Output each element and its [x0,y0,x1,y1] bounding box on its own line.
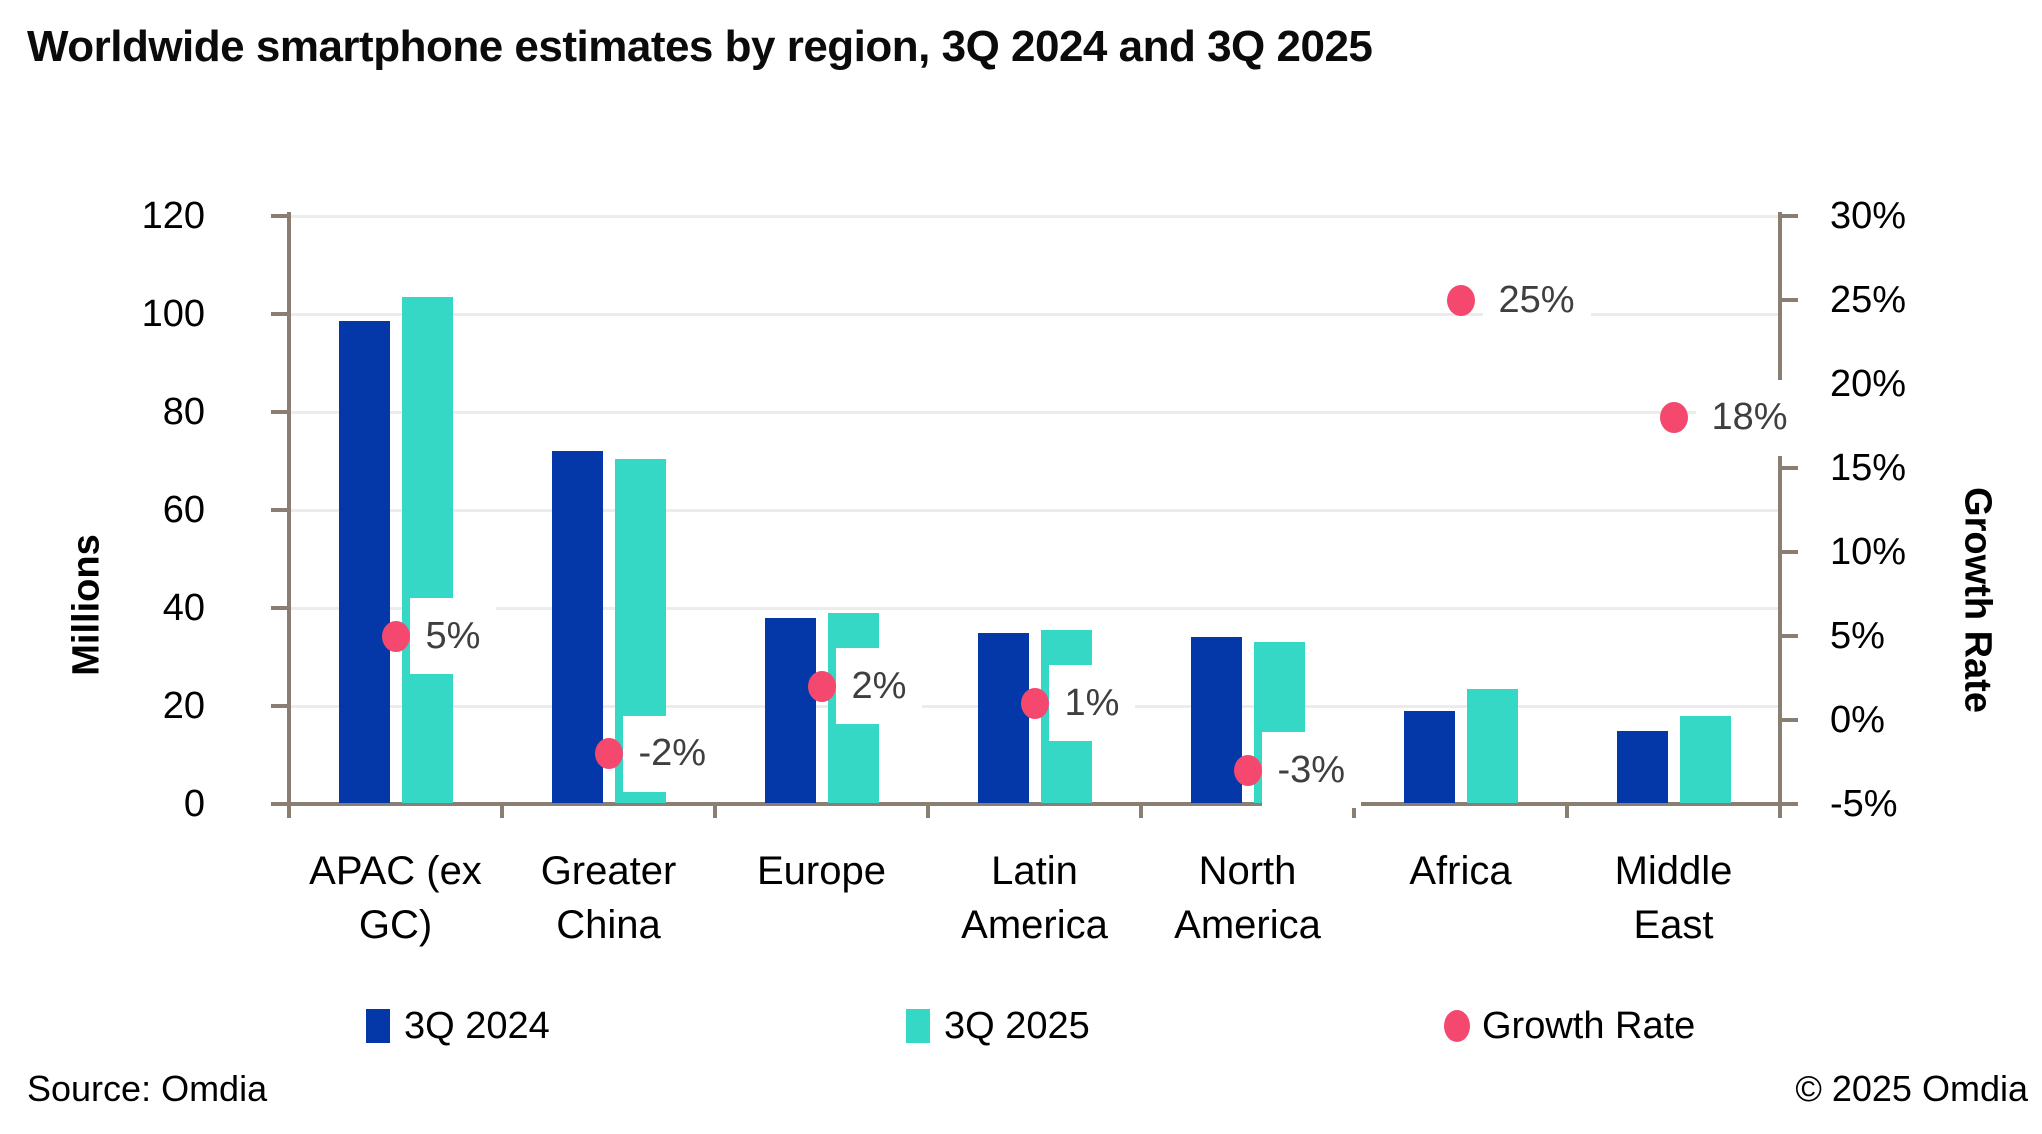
bar-3q-2024-apac-ex-gc [338,321,390,803]
right-axis-tick [1782,550,1798,554]
right-axis-tick [1782,214,1798,218]
right-axis-tick [1782,466,1798,470]
category-label-europe: Europe [757,849,886,893]
growth-dot-middle-east [1659,402,1688,434]
left-axis-title: Millions [65,534,108,676]
category-label-middle-east: Middle [1614,849,1733,893]
x-axis-tick [713,806,717,818]
x-axis-tick [287,806,291,818]
growth-label-middle-east: 18% [1695,379,1804,456]
right-tick-label-0: 0% [1830,699,1885,741]
category-label-greater-china: Greater [540,849,677,893]
x-axis-tick [500,806,504,818]
bar-3q-2024-europe [764,617,816,803]
growth-label-africa: 25% [1482,262,1591,338]
right-tick-label-30: 30% [1830,195,1907,237]
category-label-north-america: North [1198,849,1297,893]
right-tick-label-15: 15% [1830,447,1907,489]
category-label-africa: Africa [1409,849,1512,893]
x-axis-line [276,802,1796,806]
legend-label-growth-rate: Growth Rate [1482,1005,1696,1047]
left-axis-line [287,212,291,818]
category-label-latin-america: America [961,903,1108,947]
left-axis-tick [271,410,287,414]
growth-dot-greater-china [594,738,623,770]
category-label-latin-america: Latin [991,849,1078,893]
x-axis-tick [1139,806,1143,818]
growth-dot-apac-ex-gc [381,620,410,652]
growth-label-north-america: -3% [1261,732,1362,809]
legend-marker-3q-2024 [366,1009,390,1043]
legend-marker-growth-rate [1444,1010,1470,1042]
left-tick-label-20: 20 [162,685,205,727]
right-axis-tick [1782,634,1798,638]
right-axis-title: Growth Rate [1956,487,1999,713]
x-axis-tick [926,806,930,818]
bar-3q-2024-middle-east [1616,730,1668,803]
bar-3q-2024-africa [1403,710,1455,803]
right-tick-label-20: 20% [1830,363,1907,405]
right-axis-tick [1782,802,1798,806]
x-axis-tick [1352,806,1356,818]
bar-3q-2024-latin-america [977,632,1029,803]
left-tick-label-40: 40 [162,587,205,629]
source-note: Source: Omdia [27,1068,268,1109]
gridline-80 [289,410,1780,414]
growth-dot-africa [1446,284,1475,316]
x-axis-tick [1565,806,1569,818]
left-axis-tick [271,508,287,512]
growth-dot-north-america [1233,754,1262,786]
gridline-40 [289,606,1780,610]
growth-label-europe: 2% [835,648,923,725]
copyright-note: © 2025 Omdia [1795,1068,2028,1109]
left-axis-tick [271,704,287,708]
category-label-middle-east: East [1633,903,1714,947]
left-axis-tick [271,214,287,218]
left-tick-label-100: 100 [141,293,205,335]
x-axis-tick [1778,806,1782,818]
right-axis-line [1778,212,1782,818]
right-tick-label-25: 25% [1830,279,1907,321]
bar-3q-2024-greater-china [551,451,603,803]
legend-label-3q-2025: 3Q 2025 [944,1005,1090,1047]
right-axis-tick [1782,298,1798,302]
right-tick-label-10: 10% [1830,531,1907,573]
right-tick-label-5: -5% [1830,783,1898,825]
bar-3q-2025-africa [1466,688,1518,803]
bar-3q-2025-middle-east [1679,715,1731,803]
legend-marker-3q-2025 [906,1009,930,1043]
growth-dot-europe [807,670,836,702]
left-axis-tick [271,606,287,610]
category-label-apac-ex-gc: GC) [358,903,433,947]
category-label-greater-china: China [556,903,661,947]
growth-label-latin-america: 1% [1048,665,1136,742]
gridline-120 [289,214,1780,218]
legend-label-3q-2024: 3Q 2024 [404,1005,550,1047]
chart-title: Worldwide smartphone estimates by region… [27,22,1373,71]
left-tick-label-60: 60 [162,489,205,531]
bar-3q-2024-north-america [1190,637,1242,803]
category-label-north-america: America [1174,903,1321,947]
left-tick-label-0: 0 [183,783,205,825]
right-tick-label-5: 5% [1830,615,1885,657]
growth-label-greater-china: -2% [622,715,723,792]
left-tick-label-120: 120 [141,195,205,237]
left-axis-tick [271,802,287,806]
growth-dot-latin-america [1020,687,1049,719]
left-axis-tick [271,312,287,316]
right-axis-tick [1782,718,1798,722]
gridline-60 [289,508,1780,512]
category-label-apac-ex-gc: APAC (ex [309,849,482,893]
growth-label-apac-ex-gc: 5% [409,598,497,674]
left-tick-label-80: 80 [162,391,205,433]
gridline-100 [289,312,1780,316]
bar-3q-2025-apac-ex-gc [401,296,453,803]
